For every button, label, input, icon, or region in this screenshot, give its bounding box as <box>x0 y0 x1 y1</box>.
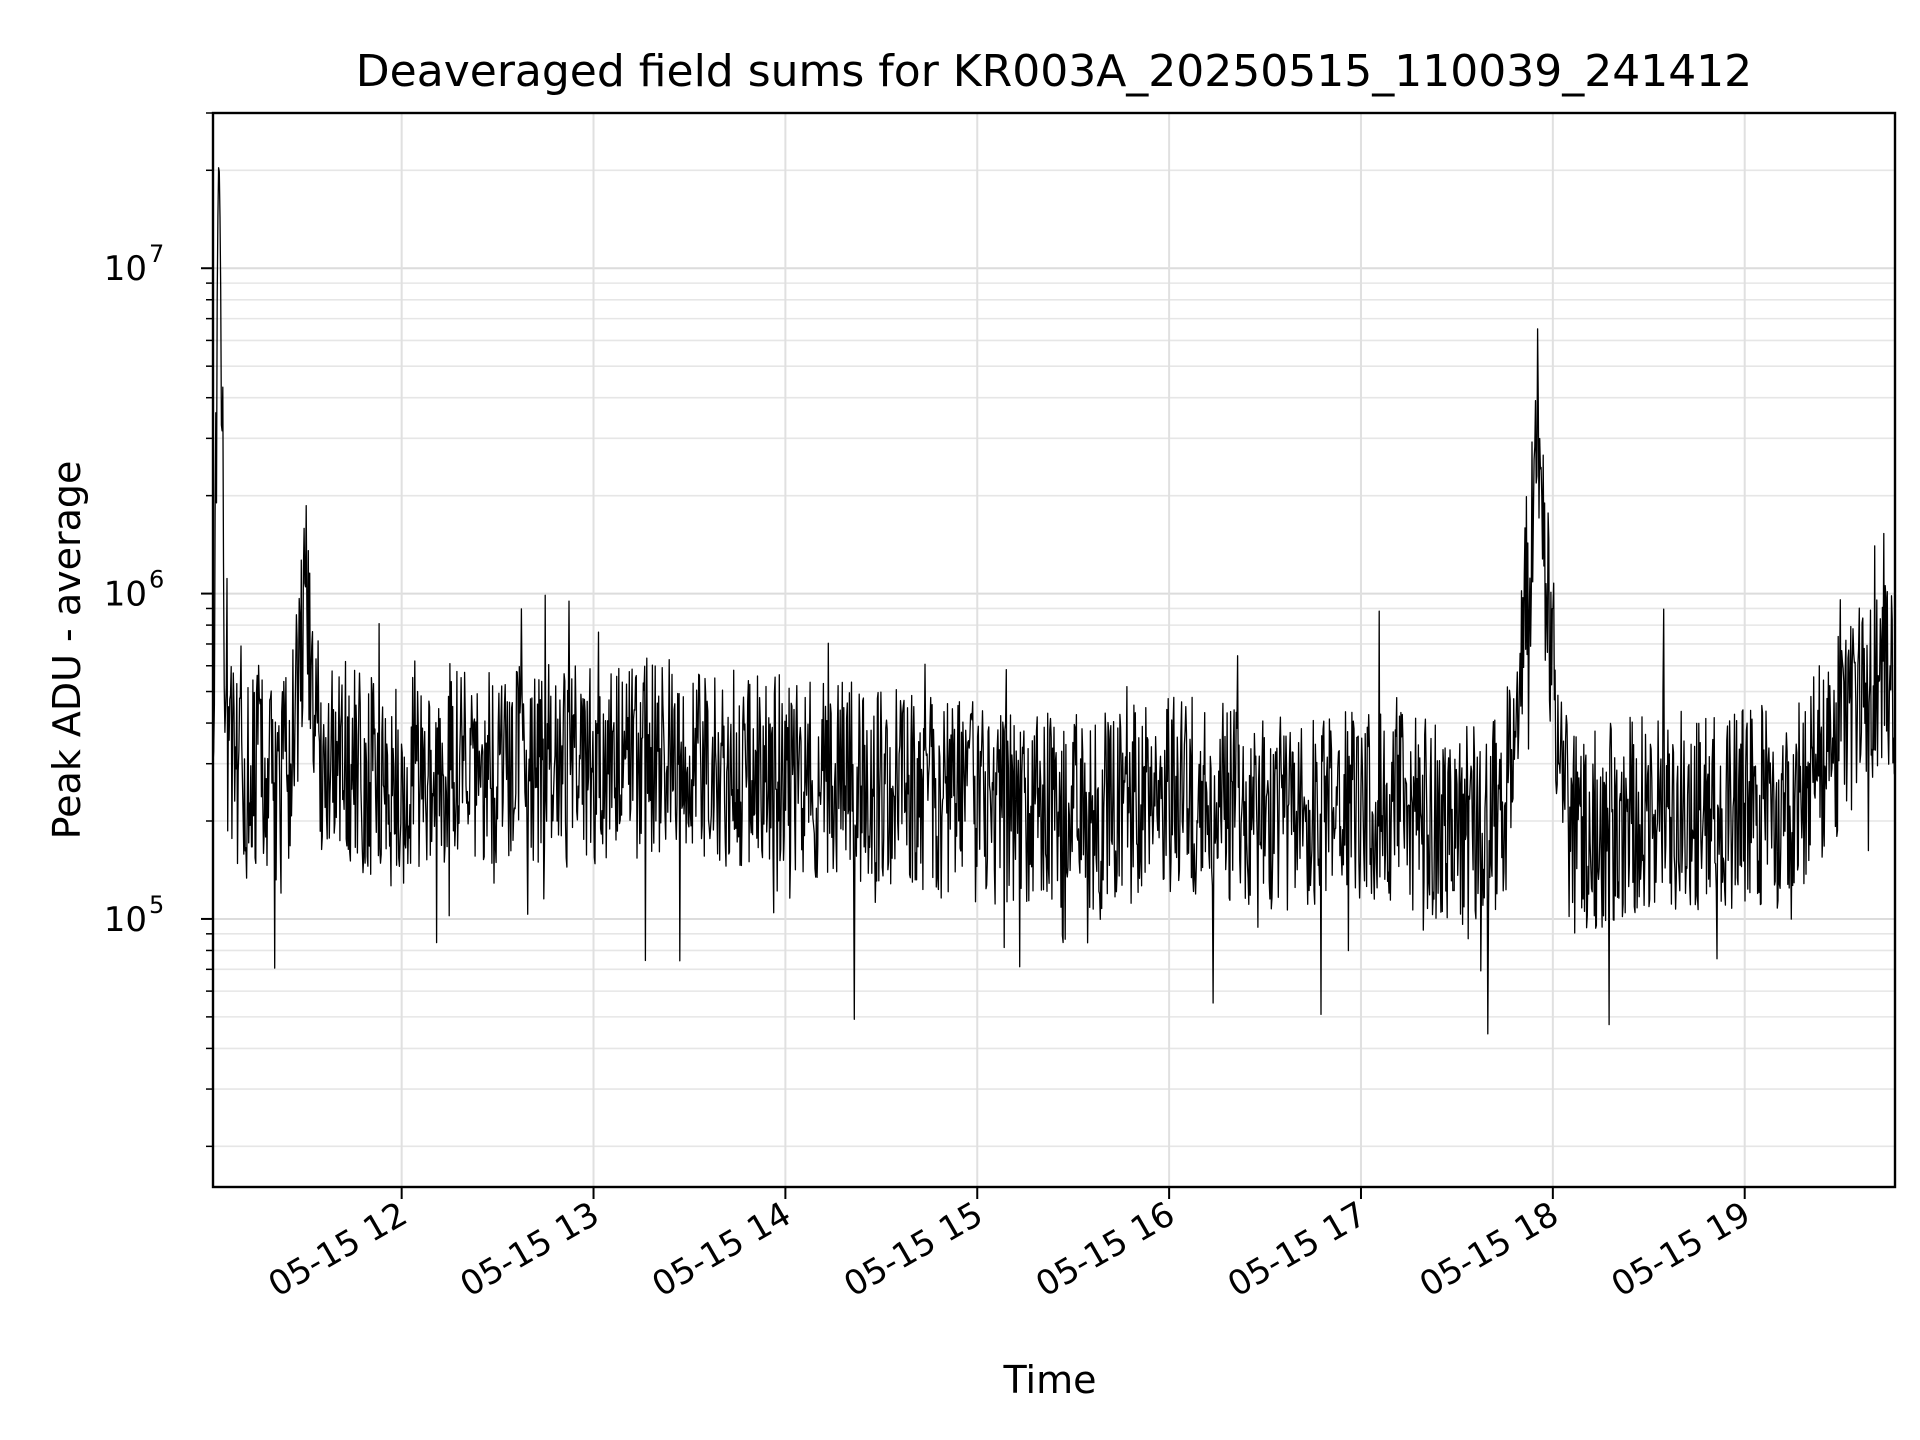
x-axis-label: Time <box>1003 1358 1097 1402</box>
chart-title: Deaveraged field sums for KR003A_2025051… <box>356 46 1752 97</box>
series-line <box>212 167 1896 1035</box>
y-tick-label: 10 <box>104 249 147 289</box>
y-axis-label: Peak ADU - average <box>45 461 89 840</box>
y-tick-exponent: 7 <box>149 240 164 268</box>
y-tick-label: 10 <box>104 575 147 615</box>
plot-frame <box>211 111 1897 1189</box>
y-tick-label: 10 <box>104 900 147 940</box>
y-tick-exponent: 6 <box>149 566 164 594</box>
y-tick-exponent: 5 <box>149 891 164 919</box>
